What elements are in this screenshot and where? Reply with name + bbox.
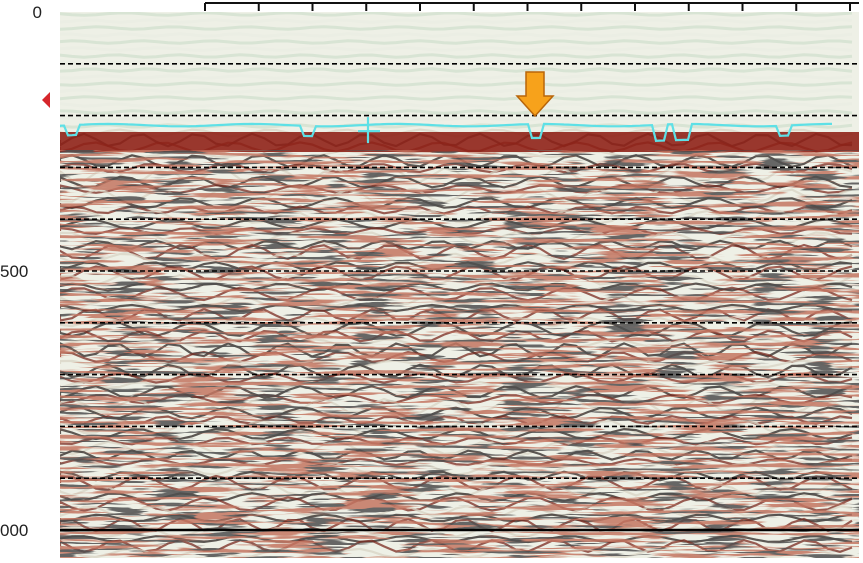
reflector-band — [60, 74, 853, 80]
y-axis: 0 500 000 — [0, 3, 42, 540]
left-marker-triangle — [42, 92, 50, 109]
y-tick-label: 0 — [33, 3, 42, 22]
down-arrow-icon — [515, 71, 555, 118]
reflector-band — [60, 46, 853, 52]
seabed-pick-line — [60, 122, 832, 142]
reflector-band — [60, 25, 853, 31]
y-tick-label: 500 — [0, 262, 28, 281]
reflector-band — [60, 53, 853, 59]
y-tick-label: 000 — [0, 521, 28, 540]
reflector-band — [60, 88, 853, 94]
reflector-band — [60, 18, 853, 24]
reflector-band — [60, 102, 853, 108]
reflector-band — [60, 81, 853, 87]
reflector-band — [60, 12, 853, 17]
reflector-band — [60, 67, 853, 73]
reflector-band — [60, 116, 853, 122]
seismic-image — [60, 12, 859, 558]
reflector-band — [60, 95, 853, 101]
top-axis — [204, 2, 859, 11]
reflector-band — [60, 109, 853, 115]
pick-crosshair — [358, 117, 380, 144]
seabed-reflector — [60, 132, 859, 152]
reflector-band — [60, 39, 853, 45]
reflector-band — [60, 32, 853, 38]
